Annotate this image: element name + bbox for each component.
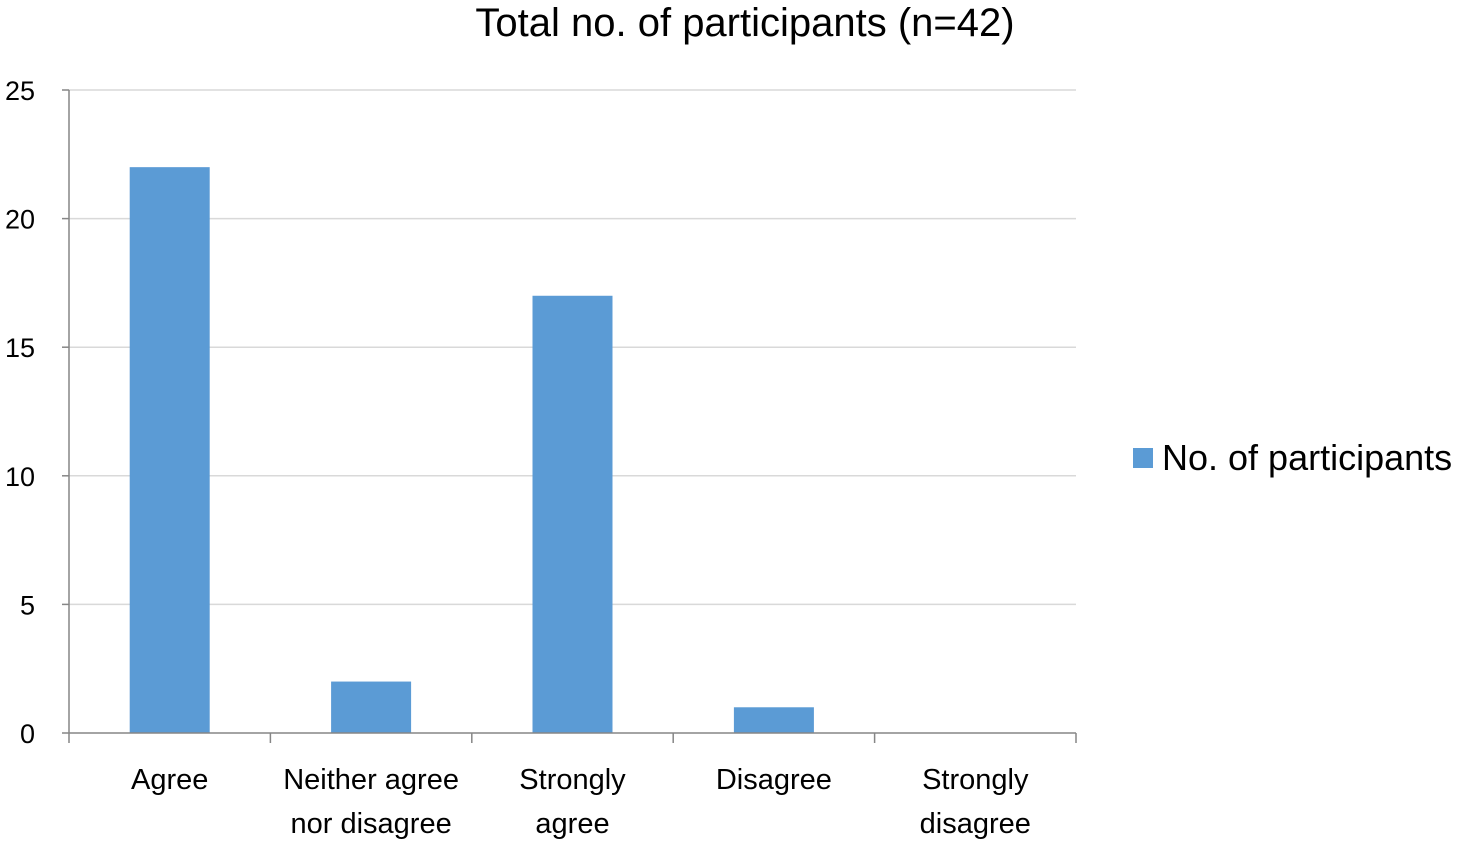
y-tick-label-25: 25: [5, 76, 35, 106]
bars: [129, 167, 814, 733]
x-tick-label-strongly-agree: Strongly agree: [519, 764, 626, 840]
x-tick-label-neither-agree-nor-disagree: Neither agree nor disagree: [283, 764, 459, 840]
legend-label-no-of-participants: No. of participants: [1162, 437, 1452, 478]
y-tick-label-15: 15: [5, 333, 35, 363]
y-tick-label-0: 0: [20, 719, 35, 749]
bar-agree[interactable]: [129, 167, 210, 733]
y-tick-label-20: 20: [5, 205, 35, 235]
bar-neither-agree-nor-disagree[interactable]: [331, 681, 412, 733]
x-tick-label-disagree: Disagree: [716, 764, 832, 796]
legend[interactable]: No. of participants: [1133, 437, 1452, 478]
bar-disagree[interactable]: [733, 707, 814, 733]
y-tick-labels: 0 5 10 15 20 25: [5, 76, 35, 749]
axes: [62, 89, 1077, 743]
chart-title: Total no. of participants (n=42): [475, 1, 1014, 45]
x-tick-labels: Agree Neither agree nor disagree Strongly ag…: [131, 764, 1031, 840]
x-tick-label-strongly-disagree: Strongly disagree: [920, 764, 1031, 840]
y-tick-label-5: 5: [20, 590, 35, 620]
legend-swatch: [1133, 448, 1153, 468]
x-tick-label-agree: Agree: [131, 764, 208, 796]
bar-strongly-agree[interactable]: [532, 295, 613, 733]
y-tick-label-10: 10: [5, 462, 35, 492]
